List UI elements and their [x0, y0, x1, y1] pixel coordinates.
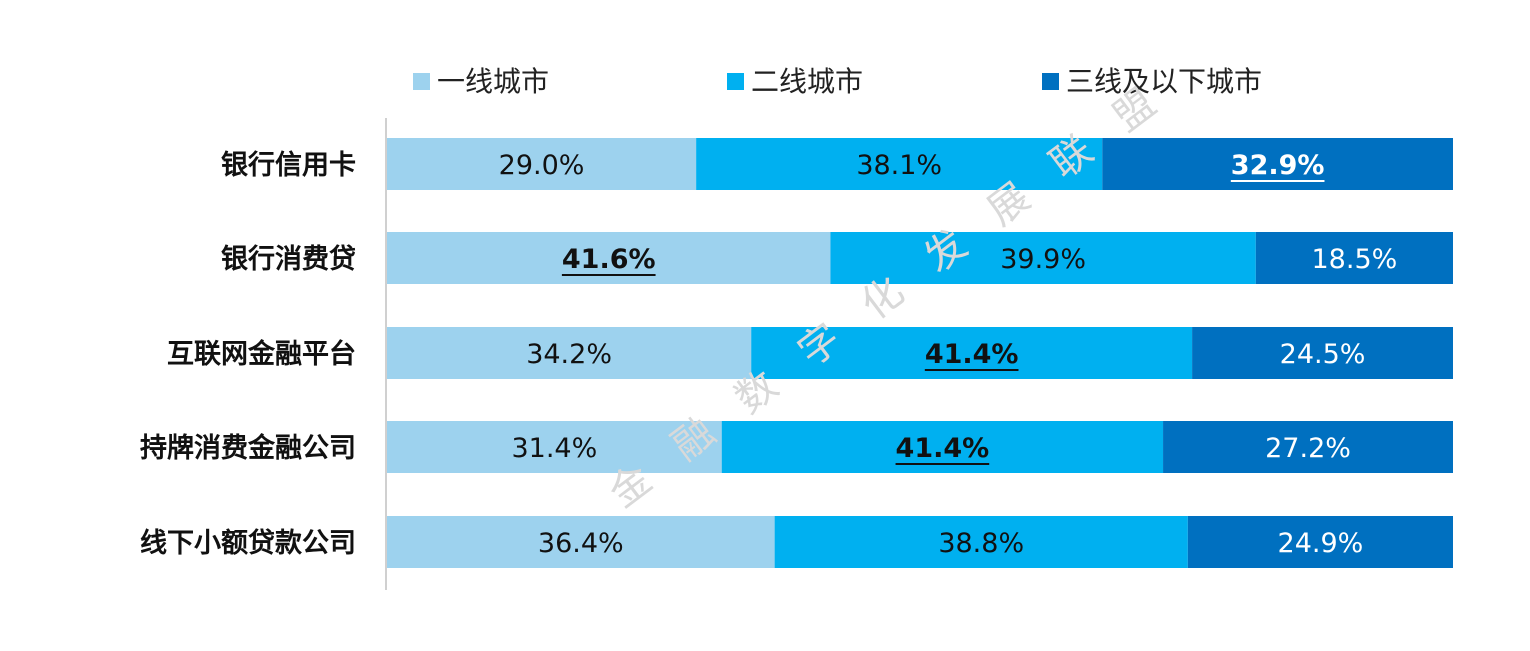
bar-segment	[1187, 516, 1453, 568]
legend-label-2: 二线城市	[751, 65, 863, 98]
data-label: 18.5%	[1312, 244, 1398, 275]
data-label: 39.9%	[1000, 244, 1086, 275]
data-label: 24.9%	[1278, 528, 1364, 559]
data-label: 41.4%	[896, 433, 990, 464]
legend-swatch-1	[413, 73, 430, 90]
data-label: 27.2%	[1265, 433, 1351, 464]
bar-segment	[830, 232, 1256, 284]
data-label: 41.6%	[562, 244, 656, 275]
data-label: 36.4%	[538, 528, 624, 559]
data-label: 32.9%	[1231, 150, 1325, 181]
data-label: 29.0%	[499, 150, 585, 181]
bar-segment	[1255, 232, 1453, 284]
data-label: 31.4%	[511, 433, 597, 464]
legend-label-3: 三线及以下城市	[1066, 65, 1262, 98]
bar-segment	[1192, 327, 1453, 379]
data-label: 38.1%	[856, 150, 942, 181]
bar-segment	[387, 327, 752, 379]
legend-swatch-3	[1042, 73, 1059, 90]
bar-segment	[387, 138, 697, 190]
data-label: 24.5%	[1280, 339, 1366, 370]
category-label: 线下小额贷款公司	[140, 528, 356, 559]
bar-segment	[387, 421, 722, 473]
bar-segment	[1163, 421, 1453, 473]
category-label: 银行消费贷	[221, 243, 356, 275]
legend: 一线城市 二线城市 三线及以下城市	[413, 65, 1262, 98]
data-label: 41.4%	[925, 339, 1019, 370]
bar-segment	[774, 516, 1188, 568]
bar-segment	[696, 138, 1103, 190]
legend-swatch-2	[727, 73, 744, 90]
bar-segment	[387, 516, 775, 568]
data-label: 38.8%	[938, 528, 1024, 559]
data-label: 34.2%	[526, 339, 612, 370]
data-labels: 29.0% 38.1% 32.9% 41.6% 39.9% 18.5% 34.2% 41.4%…	[499, 150, 1398, 559]
category-label: 互联网金融平台	[167, 338, 356, 370]
category-label: 持牌消费金融公司	[140, 432, 356, 464]
category-label: 银行信用卡	[221, 149, 356, 181]
legend-label-1: 一线城市	[437, 65, 549, 98]
